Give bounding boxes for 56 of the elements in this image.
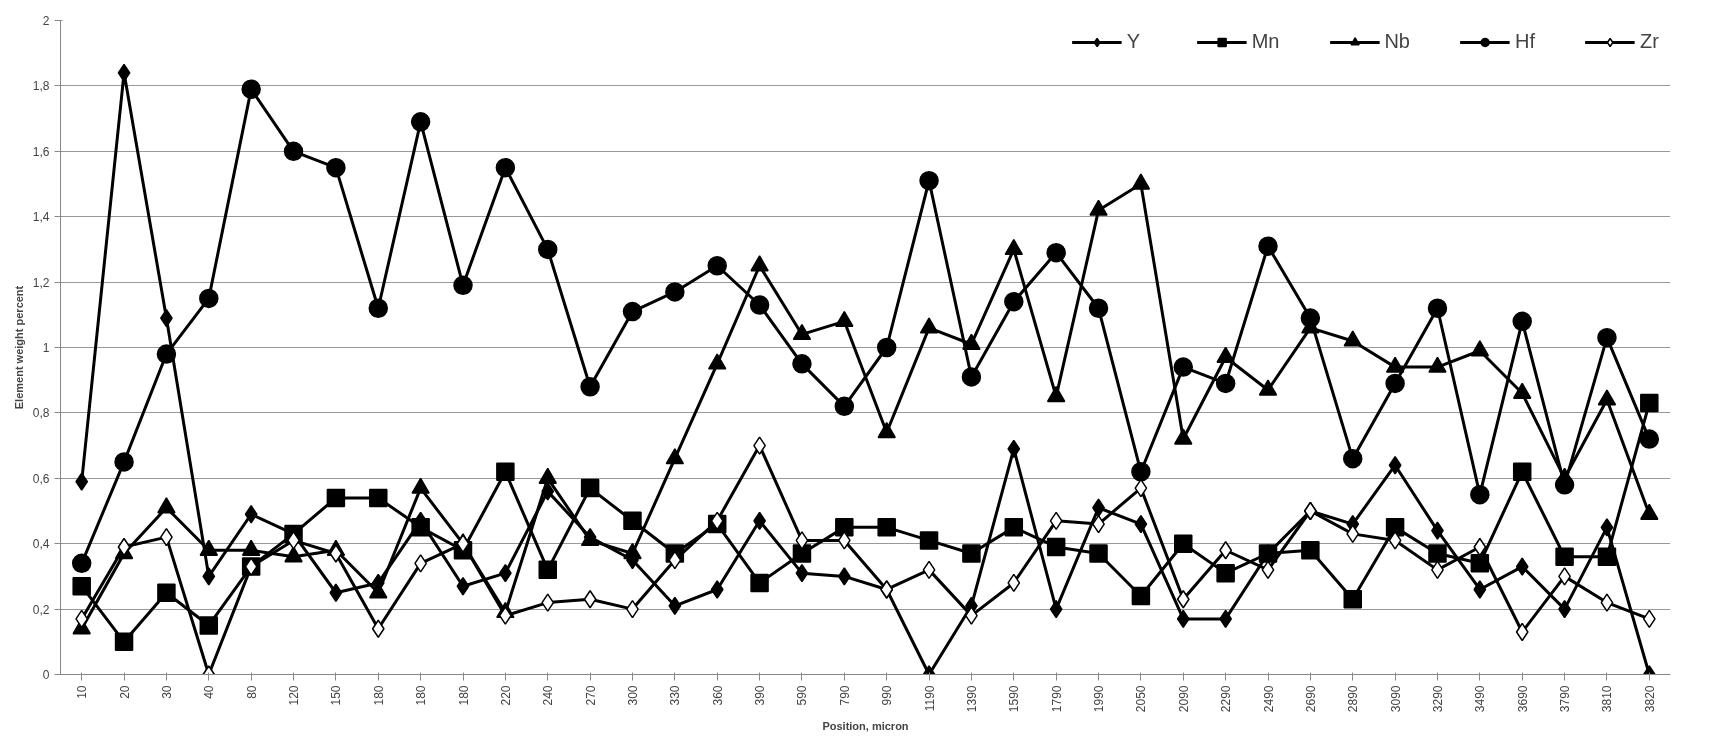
x-tick-label: 1190: [922, 685, 937, 712]
x-tick-label: 3490: [1473, 685, 1488, 713]
x-tick-label: 3090: [1388, 685, 1403, 713]
y-tick-label: 1,6: [32, 144, 50, 159]
legend-label: Zr: [1640, 30, 1660, 53]
x-tick-label: 2050: [1134, 685, 1149, 713]
x-tick-label: 2490: [1261, 685, 1276, 713]
x-tick-label: 1590: [1007, 685, 1022, 713]
y-tick-label: 0,2: [32, 602, 50, 617]
x-tick-label: 240: [541, 685, 556, 706]
y-tick-label: 1,2: [32, 275, 50, 290]
x-tick-label: 2290: [1219, 685, 1234, 713]
x-tick-label: 150: [329, 685, 344, 706]
y-axis-title: Element weight percent: [12, 285, 25, 410]
legend-label: Nb: [1384, 30, 1410, 53]
x-tick-label: 3690: [1515, 685, 1530, 713]
x-tick-label: 590: [795, 685, 810, 706]
x-tick-label: 3290: [1430, 685, 1445, 713]
y-tick-label: 0,8: [32, 406, 50, 421]
x-tick-label: 40: [202, 685, 217, 699]
x-tick-label: 180: [456, 685, 471, 706]
x-axis-title: Position, micron: [822, 720, 909, 733]
y-tick-label: 1,4: [32, 210, 50, 225]
x-tick-label: 990: [880, 685, 895, 706]
legend-label: Mn: [1251, 30, 1280, 53]
y-tick-label: 1: [42, 341, 50, 355]
x-tick-label: 30: [159, 685, 174, 699]
y-tick-label: 0,6: [32, 471, 50, 486]
y-tick-label: 2: [42, 14, 50, 28]
x-tick-label: 330: [668, 685, 683, 706]
x-tick-label: 3790: [1558, 685, 1573, 713]
x-tick-label: 3810: [1600, 685, 1615, 713]
x-tick-label: 2090: [1176, 685, 1191, 713]
y-tick-label: 0: [42, 668, 50, 682]
legend-label: Hf: [1515, 30, 1535, 53]
x-tick-label: 1990: [1092, 685, 1107, 713]
x-tick-label: 180: [414, 685, 429, 706]
x-tick-label: 1790: [1049, 685, 1064, 713]
x-tick-label: 10: [75, 685, 90, 699]
x-tick-label: 360: [710, 685, 725, 706]
x-tick-label: 80: [244, 685, 259, 699]
x-tick-label: 20: [117, 685, 132, 699]
x-tick-label: 2690: [1303, 685, 1318, 713]
x-tick-label: 3820: [1642, 685, 1657, 713]
x-tick-label: 300: [625, 685, 640, 706]
legend-label: Y: [1126, 30, 1141, 53]
x-tick-label: 120: [287, 685, 302, 706]
x-tick-label: 270: [583, 685, 598, 706]
x-tick-label: 180: [371, 685, 386, 706]
x-tick-label: 790: [837, 685, 852, 706]
y-tick-label: 0,4: [32, 537, 50, 552]
x-tick-label: 1390: [964, 685, 979, 713]
x-tick-label: 390: [753, 685, 768, 706]
x-tick-label: 220: [498, 685, 513, 706]
y-tick-label: 1,8: [32, 79, 50, 94]
x-tick-label: 2890: [1346, 685, 1361, 713]
